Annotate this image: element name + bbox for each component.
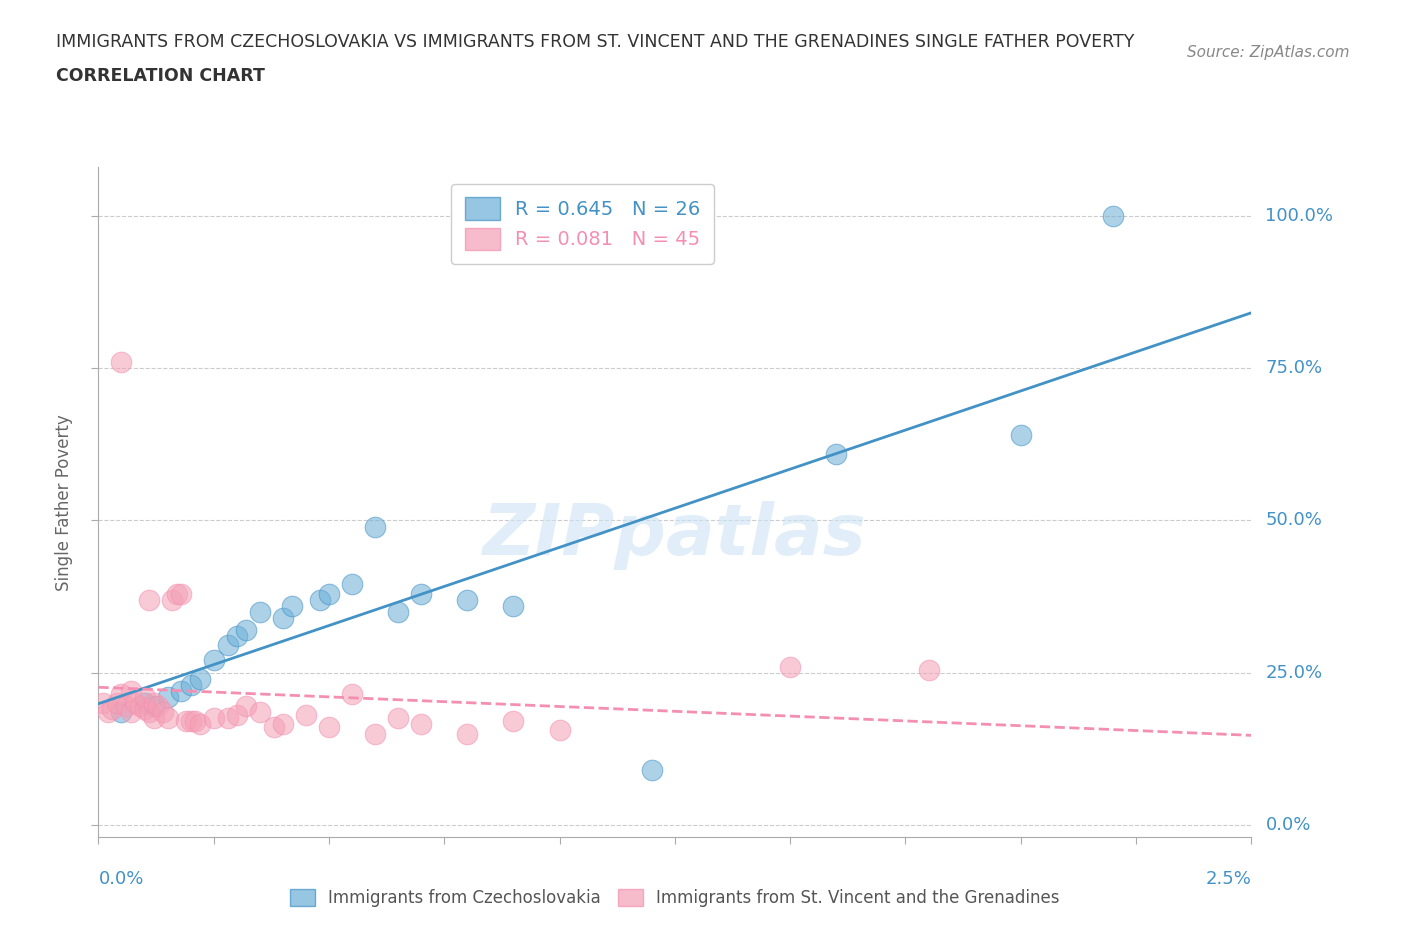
Text: 2.5%: 2.5% bbox=[1205, 870, 1251, 887]
Point bbox=[271, 717, 294, 732]
Text: 75.0%: 75.0% bbox=[1265, 359, 1323, 378]
Point bbox=[152, 705, 174, 720]
Point bbox=[217, 638, 239, 653]
Point bbox=[411, 586, 433, 601]
Point bbox=[97, 705, 120, 720]
Point bbox=[184, 714, 207, 729]
Point bbox=[235, 622, 257, 637]
Point bbox=[138, 705, 160, 720]
Point bbox=[779, 659, 801, 674]
Point bbox=[142, 711, 165, 725]
Text: CORRELATION CHART: CORRELATION CHART bbox=[56, 67, 266, 85]
Point bbox=[188, 717, 211, 732]
Point bbox=[174, 714, 197, 729]
Point bbox=[110, 705, 132, 720]
Point bbox=[340, 577, 363, 591]
Y-axis label: Single Father Poverty: Single Father Poverty bbox=[55, 414, 73, 591]
Point bbox=[917, 662, 939, 677]
Point bbox=[170, 586, 193, 601]
Point bbox=[180, 714, 202, 729]
Point bbox=[156, 689, 179, 704]
Point bbox=[387, 604, 409, 619]
Point bbox=[110, 686, 132, 701]
Point bbox=[263, 720, 285, 735]
Point bbox=[105, 696, 128, 711]
Point bbox=[110, 354, 132, 369]
Point bbox=[225, 708, 247, 723]
Point bbox=[249, 705, 271, 720]
Point bbox=[217, 711, 239, 725]
Point bbox=[1102, 208, 1125, 223]
Text: 25.0%: 25.0% bbox=[1265, 664, 1323, 682]
Point bbox=[142, 696, 165, 711]
Point bbox=[134, 696, 156, 711]
Point bbox=[411, 717, 433, 732]
Point bbox=[308, 592, 330, 607]
Point bbox=[166, 586, 188, 601]
Point bbox=[249, 604, 271, 619]
Point bbox=[138, 592, 160, 607]
Point bbox=[134, 689, 156, 704]
Point bbox=[129, 698, 152, 713]
Point bbox=[364, 519, 387, 534]
Point bbox=[115, 698, 138, 713]
Point bbox=[225, 629, 247, 644]
Point bbox=[120, 684, 142, 698]
Point bbox=[91, 696, 114, 711]
Point bbox=[318, 586, 340, 601]
Point bbox=[295, 708, 318, 723]
Point bbox=[101, 702, 124, 717]
Text: 0.0%: 0.0% bbox=[1265, 816, 1310, 834]
Text: IMMIGRANTS FROM CZECHOSLOVAKIA VS IMMIGRANTS FROM ST. VINCENT AND THE GRENADINES: IMMIGRANTS FROM CZECHOSLOVAKIA VS IMMIGR… bbox=[56, 33, 1135, 50]
Legend: Immigrants from Czechoslovakia, Immigrants from St. Vincent and the Grenadines: Immigrants from Czechoslovakia, Immigran… bbox=[281, 881, 1069, 916]
Point bbox=[170, 684, 193, 698]
Point bbox=[340, 686, 363, 701]
Point bbox=[318, 720, 340, 735]
Point bbox=[364, 726, 387, 741]
Text: 50.0%: 50.0% bbox=[1265, 512, 1322, 529]
Point bbox=[502, 598, 524, 613]
Point bbox=[387, 711, 409, 725]
Point bbox=[281, 598, 304, 613]
Point bbox=[134, 702, 156, 717]
Point bbox=[502, 714, 524, 729]
Point bbox=[456, 592, 478, 607]
Point bbox=[271, 610, 294, 625]
Point bbox=[825, 446, 848, 461]
Point bbox=[202, 711, 225, 725]
Point bbox=[160, 592, 183, 607]
Point bbox=[456, 726, 478, 741]
Text: Source: ZipAtlas.com: Source: ZipAtlas.com bbox=[1187, 45, 1350, 60]
Point bbox=[156, 711, 179, 725]
Point bbox=[142, 698, 165, 713]
Point bbox=[180, 677, 202, 692]
Point bbox=[124, 696, 146, 711]
Point bbox=[120, 705, 142, 720]
Text: ZIPpatlas: ZIPpatlas bbox=[484, 501, 866, 570]
Point bbox=[188, 671, 211, 686]
Text: 100.0%: 100.0% bbox=[1265, 207, 1333, 225]
Point bbox=[548, 723, 571, 737]
Point bbox=[641, 763, 664, 777]
Text: 0.0%: 0.0% bbox=[98, 870, 143, 887]
Point bbox=[148, 698, 170, 713]
Point bbox=[202, 653, 225, 668]
Point bbox=[235, 698, 257, 713]
Point bbox=[1010, 428, 1032, 443]
